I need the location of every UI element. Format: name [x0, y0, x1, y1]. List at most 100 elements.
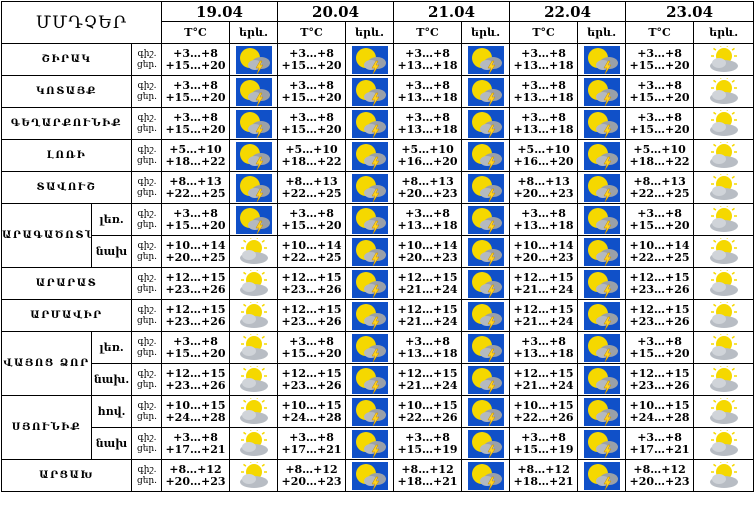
- weather-icon-cell: [345, 331, 395, 364]
- night-temperature: +3…+8: [405, 206, 450, 220]
- temperature-cell: +12…+15 +23…+26: [277, 299, 347, 332]
- day-label: ցեր.: [136, 379, 158, 390]
- weather-icon-cell: [228, 235, 279, 268]
- sun-behind-cloud-icon: [709, 397, 738, 424]
- temperature-cell: +3…+8 +13…+18: [393, 203, 463, 236]
- temperature-cell: +8…+13 +22…+25: [625, 171, 695, 204]
- night-temperature: +3…+8: [637, 334, 682, 348]
- night-temperature: +8…+12: [401, 462, 454, 476]
- sun-cloud-lightning-icon: [351, 429, 388, 458]
- night-temperature: +12…+15: [629, 366, 690, 380]
- sun-behind-cloud-icon: [709, 365, 738, 392]
- night-temperature: +12…+15: [281, 270, 342, 284]
- night-temperature: +10…+14: [165, 238, 226, 252]
- temperature-cell: +3…+8 +15…+19: [509, 427, 579, 460]
- region-name: ԼՈՌԻ: [1, 139, 132, 172]
- table-row: ԼՈՌԻ գիշ. ցեր. +5…+10 +18…+22 +5…+10 +18…+22 +5…: [1, 139, 754, 172]
- day-temperature: +15…+20: [165, 90, 226, 104]
- table-row: ԳԵՂԱՐՔՈՒՆԻՔ գիշ. ցեր. +3…+8 +15…+20 +3…+8 +15……: [1, 107, 754, 140]
- day-temperature: +17…+21: [165, 442, 226, 456]
- day-temperature: +15…+19: [397, 442, 458, 456]
- weather-icon-cell: [228, 459, 279, 492]
- sun-cloud-lightning-icon: [235, 173, 272, 202]
- weather-icon-cell: [461, 203, 511, 236]
- sun-cloud-lightning-icon: [235, 109, 272, 138]
- temperature-cell: +3…+8 +13…+18: [393, 107, 463, 140]
- sun-cloud-lightning-icon: [467, 237, 504, 266]
- date-header: 23.04: [625, 1, 754, 22]
- sun-behind-cloud-icon: [709, 205, 738, 232]
- date-header: 19.04: [160, 1, 279, 22]
- sun-behind-cloud-icon: [239, 333, 268, 360]
- day-label: ցեր.: [136, 187, 158, 198]
- day-temperature: +21…+24: [397, 314, 458, 328]
- night-temperature: +3…+8: [405, 78, 450, 92]
- night-temperature: +3…+8: [637, 46, 682, 60]
- sun-cloud-lightning-icon: [467, 461, 504, 490]
- night-temperature: +3…+8: [289, 206, 334, 220]
- weather-icon-cell: [461, 363, 511, 396]
- table-row: ԱՐՑԱԽ գիշ. ցեր. +8…+12 +20…+23 +8…+12 +20…+23 +…: [1, 459, 754, 492]
- day-temperature: +24…+28: [281, 410, 342, 424]
- sun-cloud-lightning-icon: [235, 45, 272, 74]
- day-temperature: +15…+19: [513, 442, 574, 456]
- temperature-cell: +12…+15 +21…+24: [509, 363, 579, 396]
- night-temperature: +5…+10: [169, 142, 222, 156]
- day-temperature: +21…+24: [513, 282, 574, 296]
- temperature-cell: +3…+8 +13…+18: [393, 43, 463, 76]
- day-temperature: +13…+18: [397, 346, 458, 360]
- weather-icon-cell: [693, 43, 754, 76]
- weather-icon-cell: [693, 395, 754, 428]
- day-temperature: +15…+20: [165, 218, 226, 232]
- night-temperature: +12…+15: [397, 302, 458, 316]
- night-label: գիշ.: [137, 368, 157, 379]
- day-label: ցեր.: [136, 347, 158, 358]
- temperature-cell: +12…+15 +23…+26: [277, 363, 347, 396]
- weather-icon-cell: [693, 299, 754, 332]
- day-label: ցեր.: [136, 155, 158, 166]
- temperature-cell: +8…+12 +20…+23: [625, 459, 695, 492]
- table-row: նախ գիշ. ցեր. +3…+8 +17…+21 +3…+8 +17…+21 +3…+8…: [2, 427, 754, 460]
- weather-icon-cell: [693, 267, 754, 300]
- weather-icon-cell: [693, 363, 754, 396]
- night-temperature: +10…+14: [629, 238, 690, 252]
- night-temperature: +12…+15: [165, 302, 226, 316]
- sun-behind-cloud-icon: [709, 77, 738, 104]
- region-name: ԱՐՄԱՎԻՐ: [1, 299, 132, 332]
- temperature-cell: +3…+8 +15…+20: [625, 331, 695, 364]
- weather-icon-cell: [693, 171, 754, 204]
- weather-icon-cell: [577, 459, 627, 492]
- temperature-cell: +3…+8 +13…+18: [393, 331, 463, 364]
- phenomenon-header: երև.: [577, 21, 627, 44]
- temperature-cell: +12…+15 +23…+26: [625, 363, 695, 396]
- sun-cloud-lightning-icon: [467, 365, 504, 394]
- weather-icon-cell: [577, 267, 627, 300]
- weather-icon-cell: [228, 427, 279, 460]
- day-temperature: +23…+26: [629, 282, 690, 296]
- date-header: 20.04: [277, 1, 395, 22]
- day-temperature: +15…+20: [281, 122, 342, 136]
- night-label: գիշ.: [137, 112, 157, 123]
- night-temperature: +12…+15: [165, 270, 226, 284]
- subregion-label: նախ: [91, 235, 132, 268]
- day-temperature: +15…+20: [281, 58, 342, 72]
- temperature-cell: +3…+8 +15…+20: [277, 331, 347, 364]
- temperature-cell: +10…+15 +24…+28: [277, 395, 347, 428]
- day-temperature: +15…+20: [281, 90, 342, 104]
- temperature-cell: +3…+8 +13…+18: [509, 331, 579, 364]
- weather-icon-cell: [345, 299, 395, 332]
- night-label: գիշ.: [137, 240, 157, 251]
- sun-cloud-lightning-icon: [467, 205, 504, 234]
- sun-behind-cloud-icon: [709, 173, 738, 200]
- temperature-cell: +3…+8 +15…+20: [161, 331, 230, 364]
- day-temperature: +15…+20: [281, 346, 342, 360]
- temperature-cell: +8…+12 +20…+23: [161, 459, 230, 492]
- night-temperature: +3…+8: [405, 430, 450, 444]
- sun-cloud-lightning-icon: [583, 397, 620, 426]
- temp-header: Т°С: [277, 21, 347, 44]
- weather-icon-cell: [228, 139, 279, 172]
- sun-cloud-lightning-icon: [351, 301, 388, 330]
- weather-icon-cell: [228, 299, 279, 332]
- temperature-cell: +3…+8 +17…+21: [625, 427, 695, 460]
- day-label: ցեր.: [136, 251, 158, 262]
